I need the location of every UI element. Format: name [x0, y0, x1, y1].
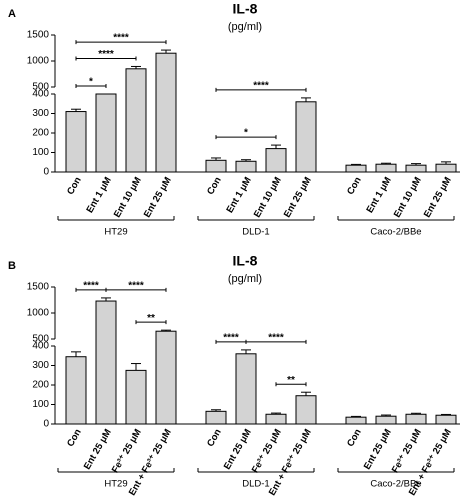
x-tick-label: Ent 25 μM [282, 175, 314, 219]
y-tick-label: 1500 [27, 30, 50, 41]
x-tick-label: Con [205, 175, 224, 197]
y-tick-label: 300 [32, 108, 49, 119]
significance-label: **** [98, 49, 114, 60]
bar [345, 416, 367, 425]
y-tick-label: 500 [32, 334, 49, 345]
y-tick-label: 100 [32, 399, 49, 410]
bar [295, 395, 317, 425]
bar [435, 163, 457, 173]
bar [155, 330, 177, 425]
x-tick-label: Con [345, 175, 364, 197]
group-label: Caco-2/BBe [370, 227, 421, 238]
bar [345, 164, 367, 173]
chart-title: IL-8 [233, 1, 258, 17]
y-tick-label: 200 [32, 380, 49, 391]
y-tick-label: 1000 [27, 308, 50, 319]
y-tick-label: 0 [43, 167, 49, 178]
group-label: DLD-1 [242, 227, 269, 238]
x-tick-label: Ent 1 μM [84, 175, 113, 215]
panel-label: A [8, 8, 16, 20]
bar [435, 414, 457, 425]
significance-label: ** [287, 375, 295, 386]
x-tick-label: Fe³⁺ 25 μM [250, 427, 284, 475]
bar [205, 410, 227, 425]
bar [155, 52, 177, 173]
chart-subtitle: (pg/ml) [228, 21, 262, 33]
bar [265, 413, 287, 425]
y-tick-label: 1000 [27, 56, 50, 67]
bar [205, 159, 227, 173]
x-tick-label: Ent 10 μM [252, 175, 284, 219]
group-label: HT29 [104, 479, 127, 490]
significance-label: * [89, 77, 93, 88]
significance-label: **** [83, 281, 99, 292]
bar [95, 93, 117, 173]
x-tick-label: Ent 25 μM [142, 175, 174, 219]
significance-label: * [244, 128, 248, 139]
chart-title: IL-8 [233, 253, 258, 269]
x-tick-label: Ent 10 μM [112, 175, 144, 219]
group-label: DLD-1 [242, 479, 269, 490]
bar [265, 148, 287, 173]
bar [65, 111, 87, 173]
bar [375, 163, 397, 173]
group-label: HT29 [104, 227, 127, 238]
y-tick-label: 300 [32, 360, 49, 371]
y-tick-label: 200 [32, 128, 49, 139]
x-tick-label: Fe³⁺ 25 μM [110, 427, 144, 475]
y-tick-label: 100 [32, 147, 49, 158]
x-tick-label: Con [65, 175, 84, 197]
x-tick-label: Con [345, 427, 364, 449]
y-tick-label: 1500 [27, 282, 50, 293]
group-label: Caco-2/BBe [370, 479, 421, 490]
bar [95, 300, 117, 425]
x-tick-label: Ent 25 μM [422, 175, 454, 219]
bar [125, 369, 147, 425]
x-tick-label: Con [205, 427, 224, 449]
x-tick-label: Ent 10 μM [392, 175, 424, 219]
significance-label: **** [268, 333, 284, 344]
bar [65, 356, 87, 425]
significance-label: **** [128, 281, 144, 292]
chart-subtitle: (pg/ml) [228, 273, 262, 285]
x-tick-label: Fe³⁺ 25 μM [390, 427, 424, 475]
x-tick-label: Ent 1 μM [224, 175, 253, 215]
y-tick-label: 400 [32, 89, 49, 100]
significance-label: **** [253, 81, 269, 92]
y-tick-label: 0 [43, 419, 49, 430]
x-tick-label: Ent 25 μM [82, 427, 114, 471]
bar [375, 415, 397, 425]
bar [125, 68, 147, 173]
bar [235, 353, 257, 425]
x-tick-label: Con [65, 427, 84, 449]
x-tick-label: Ent 25 μM [362, 427, 394, 471]
significance-label: **** [113, 33, 129, 44]
bar [405, 164, 427, 173]
bar [295, 101, 317, 173]
y-tick-label: 500 [32, 82, 49, 93]
bar [405, 413, 427, 425]
panel-label: B [8, 260, 16, 272]
y-tick-label: 400 [32, 341, 49, 352]
significance-label: **** [223, 333, 239, 344]
bar [235, 160, 257, 173]
x-tick-label: Ent 1 μM [364, 175, 393, 215]
x-tick-label: Ent 25 μM [222, 427, 254, 471]
significance-label: ** [147, 313, 155, 324]
